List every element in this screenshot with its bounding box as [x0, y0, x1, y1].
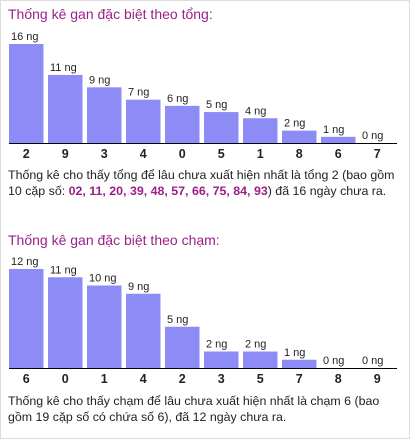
bar-value-label: 5 ng: [167, 314, 188, 326]
bar-value-label: 4 ng: [245, 105, 266, 117]
category-tick-label: 2: [23, 147, 30, 161]
gan-by-digit-description: Thống kê cho thấy chạm để lâu chưa xuất …: [8, 394, 380, 424]
bar: [165, 105, 200, 143]
bar-value-label: 9 ng: [128, 281, 149, 293]
category-tick-label: 0: [62, 372, 69, 386]
bar: [87, 87, 122, 143]
category-tick-label: 5: [257, 372, 264, 386]
bar-chart-svg: 16 ng 2 11 ng 9 9 ng 3 7 ng 4 6 ng 0 5 ng 5 4 ng 1 2 n…: [9, 31, 397, 161]
bar-chart-svg: 12 ng 6 11 ng 0 10 ng 1 9 ng 4 5 ng 2 2 ng 3 2 ng 5 1 …: [9, 256, 397, 386]
bar: [321, 136, 356, 143]
bar-value-label: 0 ng: [323, 355, 344, 367]
bar-value-label: 2 ng: [284, 118, 305, 130]
bar: [243, 118, 278, 143]
category-tick-label: 5: [218, 147, 225, 161]
bar: [48, 277, 83, 368]
category-tick-label: 0: [179, 147, 186, 161]
bar: [282, 359, 317, 368]
bar-value-label: 11 ng: [50, 264, 77, 276]
bar-value-label: 2 ng: [245, 339, 266, 351]
category-tick-label: 1: [101, 372, 108, 386]
gan-by-sum-pairs: 02, 11, 20, 39, 48, 57, 66, 75, 84, 93: [68, 184, 268, 198]
gan-by-sum-desc-before: Thống kê cho thấy tổng để lâu chưa xuất …: [8, 168, 395, 198]
category-tick-label: 4: [140, 147, 147, 161]
bar: [126, 99, 161, 143]
gan-by-digit-chart: 12 ng 6 11 ng 0 10 ng 1 9 ng 4 5 ng 2 2 ng 3 2 ng 5 1 …: [0, 253, 410, 387]
bar: [87, 285, 122, 368]
category-tick-label: 6: [23, 372, 30, 386]
category-tick-label: 7: [296, 372, 303, 386]
bar-value-label: 0 ng: [362, 130, 383, 142]
bar: [9, 44, 44, 143]
bar: [204, 112, 239, 143]
gan-by-sum-chart: 16 ng 2 11 ng 9 9 ng 3 7 ng 4 6 ng 0 5 ng 5 4 ng 1 2 n…: [0, 28, 410, 162]
bar-value-label: 6 ng: [167, 93, 188, 105]
bar-value-label: 1 ng: [284, 347, 305, 359]
bar: [126, 293, 161, 368]
category-tick-label: 8: [335, 372, 342, 386]
category-tick-label: 6: [335, 147, 342, 161]
category-tick-label: 3: [218, 372, 225, 386]
bar-value-label: 0 ng: [362, 355, 383, 367]
bar: [165, 326, 200, 368]
category-tick-label: 1: [257, 147, 264, 161]
bar: [48, 74, 83, 143]
bar-value-label: 11 ng: [50, 62, 77, 74]
bar: [9, 269, 44, 368]
gan-by-sum-desc-after: ) đã 16 ngày chưa ra.: [267, 184, 387, 198]
bar: [204, 351, 239, 368]
bar-value-label: 12 ng: [11, 256, 39, 268]
bar-value-label: 16 ng: [11, 31, 39, 43]
bar-value-label: 2 ng: [206, 339, 227, 351]
bar-value-label: 9 ng: [89, 74, 110, 86]
bar-value-label: 10 ng: [89, 273, 117, 285]
gan-by-sum-title: Thống kê gan đặc biệt theo tổng:: [8, 6, 213, 22]
bar: [243, 351, 278, 368]
bar-value-label: 5 ng: [206, 99, 227, 111]
gan-by-digit-title: Thống kê gan đặc biệt theo chạm:: [8, 232, 220, 248]
category-tick-label: 9: [62, 147, 69, 161]
category-tick-label: 7: [374, 147, 381, 161]
category-tick-label: 8: [296, 147, 303, 161]
category-tick-label: 9: [374, 372, 381, 386]
bar-value-label: 7 ng: [128, 87, 149, 99]
category-tick-label: 4: [140, 372, 147, 386]
bar-value-label: 1 ng: [323, 124, 344, 136]
bar: [282, 130, 317, 143]
category-tick-label: 2: [179, 372, 186, 386]
category-tick-label: 3: [101, 147, 108, 161]
gan-by-sum-description: Thống kê cho thấy tổng để lâu chưa xuất …: [8, 167, 404, 199]
